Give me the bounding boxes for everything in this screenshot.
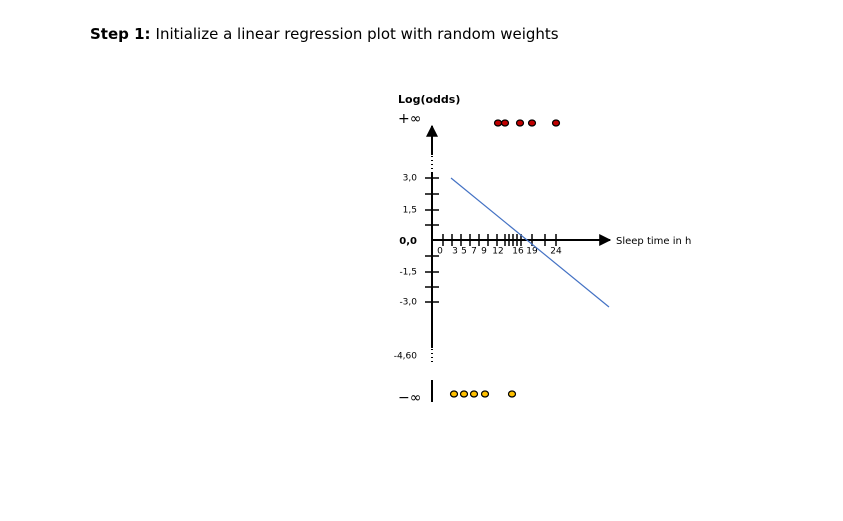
point <box>449 390 459 398</box>
title-step: Step 1: <box>90 25 151 43</box>
y-tick-label: -3,0 <box>399 298 417 308</box>
x-tick-label: 7 <box>471 247 477 257</box>
y-axis-top: +∞ <box>398 111 421 127</box>
point <box>551 119 561 127</box>
point <box>527 119 537 127</box>
y-tick-label: -1,5 <box>399 268 417 278</box>
y-axis-label: Log(odds) <box>398 93 460 106</box>
x-ticks: 0 3 5 7 9 12 16 19 24 <box>437 234 562 257</box>
x-tick-label: 9 <box>481 247 487 257</box>
point <box>493 119 503 127</box>
y-axis-bottom: −∞ <box>398 390 421 406</box>
point <box>515 119 525 127</box>
point <box>507 390 517 398</box>
y-ticks: 3,0 1,5 0,0 -1,5 -3,0 -4,60 <box>394 174 439 362</box>
x-tick-label: 0 <box>437 247 443 257</box>
regression-line <box>450 177 610 308</box>
point <box>500 119 510 127</box>
positive-points <box>493 119 561 127</box>
x-axis-label: Sleep time in h <box>616 236 691 247</box>
x-tick-label: 19 <box>526 247 538 257</box>
x-tick-label: 5 <box>461 247 467 257</box>
point <box>459 390 469 398</box>
x-tick-label: 16 <box>512 247 524 257</box>
x-tick-label: 3 <box>452 247 458 257</box>
title-text: Initialize a linear regression plot with… <box>156 25 559 43</box>
y-tick-label: 1,5 <box>403 206 417 216</box>
x-tick-label: 12 <box>492 247 503 257</box>
title: Step 1: Initialize a linear regression pl… <box>90 25 559 43</box>
y-tick-label: 3,0 <box>403 174 418 184</box>
y-tick-label: 0,0 <box>399 236 417 247</box>
y-tick-label: -4,60 <box>394 352 418 362</box>
point <box>469 390 479 398</box>
x-tick-label: 24 <box>550 247 562 257</box>
point <box>480 390 490 398</box>
negative-points <box>449 390 517 398</box>
